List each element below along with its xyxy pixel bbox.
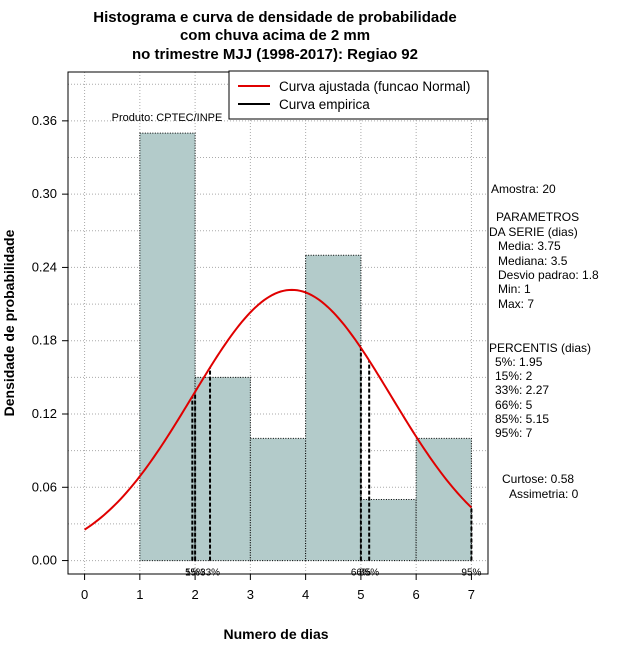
stats-panel: Amostra: 20 PARAMETROS DA SERIE (dias) M… — [489, 182, 599, 501]
y-tick-label-2: 0.12 — [32, 406, 57, 421]
kurtosis: Curtose: 0.58 — [502, 472, 574, 486]
skewness: Assimetria: 0 — [509, 487, 579, 501]
y-tick-label-6: 0.36 — [32, 113, 57, 128]
x-tick-label-5: 5 — [357, 587, 364, 602]
x-tick-label-2: 2 — [191, 587, 198, 602]
y-tick-label-4: 0.24 — [32, 259, 57, 274]
x-tick-label-1: 1 — [136, 587, 143, 602]
legend-box — [228, 70, 489, 120]
legend-label-fitted: Curva ajustada (funcao Normal) — [279, 79, 470, 94]
param-min: Min: 1 — [498, 282, 531, 296]
y-tick-label-5: 0.30 — [32, 186, 57, 201]
normal-curve-line — [84, 288, 473, 531]
y-tick-label-1: 0.06 — [32, 479, 57, 494]
y-tick-label-3: 0.18 — [32, 333, 57, 348]
histogram-bars — [139, 132, 472, 562]
percentis-title: PERCENTIS (dias) — [489, 341, 591, 355]
percentil-66: 66%: 5 — [495, 398, 533, 412]
param-mean: Media: 3.75 — [498, 239, 561, 253]
percentile-label-1: 15% — [185, 568, 205, 579]
percentil-33: 33%: 2.27 — [495, 383, 549, 397]
params-title-2: DA SERIE (dias) — [489, 225, 578, 239]
x-tick-label-7: 7 — [468, 587, 475, 602]
chart-title-line-1: Histograma e curva de densidade de proba… — [93, 9, 456, 26]
histogram-bar-2 — [249, 437, 307, 562]
chart-title-line-2: com chuva acima de 2 mm — [180, 27, 370, 44]
legend: Curva ajustada (funcao Normal) Curva emp… — [228, 70, 489, 120]
legend-label-empirical: Curva empirica — [279, 97, 370, 112]
x-tick-label-0: 0 — [81, 587, 88, 602]
x-axis-title: Numero de dias — [223, 626, 328, 642]
percentile-label-5: 95% — [461, 568, 481, 579]
y-axis: 0.00 0.06 0.12 0.18 0.24 0.30 0.36 — [32, 113, 68, 568]
chart-title-line-3: no trimestre MJJ (1998-2017): Regiao 92 — [132, 46, 418, 63]
percentile-label-0: 5% — [185, 568, 200, 579]
percentil-85: 85%: 5.15 — [495, 412, 549, 426]
percentile-label-3: 66% — [351, 568, 371, 579]
histogram-bar-0 — [139, 132, 196, 562]
percentile-label-4: 85% — [359, 568, 379, 579]
percentil-95: 95%: 7 — [495, 426, 533, 440]
y-axis-title: Densidade de probabilidade — [1, 229, 17, 416]
x-tick-label-4: 4 — [302, 587, 309, 602]
x-axis: 0 1 2 3 4 5 6 7 — [81, 573, 475, 602]
percentil-5: 5%: 1.95 — [495, 355, 543, 369]
percentil-15: 15%: 2 — [495, 369, 533, 383]
x-tick-label-3: 3 — [247, 587, 254, 602]
percentile-label-2: 33% — [200, 568, 220, 579]
params-title-1: PARAMETROS — [496, 210, 579, 224]
x-tick-label-6: 6 — [413, 587, 420, 602]
histogram-bar-1 — [194, 376, 251, 562]
product-label: Produto: CPTEC/INPE — [112, 112, 223, 124]
y-tick-label-0: 0.00 — [32, 553, 57, 568]
param-sd: Desvio padrao: 1.8 — [498, 268, 599, 282]
param-max: Max: 7 — [498, 297, 534, 311]
percentile-lines: 5%15%33% 66%85% 95% — [185, 347, 482, 579]
histogram-bar-3 — [305, 254, 362, 562]
sample-size: Amostra: 20 — [491, 182, 556, 196]
param-median: Mediana: 3.5 — [498, 254, 568, 268]
